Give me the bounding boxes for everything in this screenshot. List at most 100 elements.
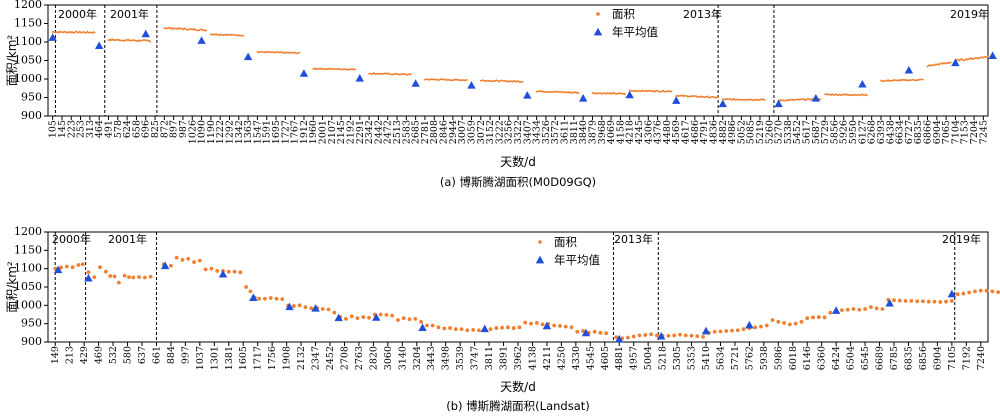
area-point: [938, 63, 941, 66]
x-tick-label: 7065: [941, 120, 952, 144]
x-tick-label: 2145: [336, 120, 347, 144]
x-tick-label: 1695: [271, 120, 282, 144]
area-point: [949, 61, 952, 64]
area-point: [122, 273, 127, 278]
y-tick-label: 1150: [14, 243, 42, 256]
annual-mean-marker: [243, 52, 253, 61]
x-tick-label: 4986: [727, 120, 738, 144]
x-tick-label: 145: [57, 120, 68, 138]
x-tick-label: 6835: [903, 346, 914, 370]
area-point: [897, 298, 902, 303]
x-tick-label: 6904: [932, 120, 943, 144]
x-tick-label: 2342: [364, 120, 375, 144]
area-point: [857, 307, 862, 312]
area-point: [242, 34, 245, 37]
x-tick-label: 4569: [671, 120, 682, 144]
area-point: [973, 289, 977, 294]
area-point: [58, 31, 60, 34]
area-point: [413, 317, 418, 321]
x-tick-label: 6785: [889, 346, 900, 370]
area-point: [938, 300, 943, 304]
x-tick-label: 3962: [513, 346, 524, 370]
x-tick-label: 1767: [290, 120, 301, 144]
x-tick-label: 3222: [494, 120, 505, 144]
x-tick-label: 4545: [585, 346, 596, 370]
annual-mean-marker: [947, 289, 957, 298]
area-point: [683, 333, 688, 338]
area-point: [874, 306, 879, 311]
annual-mean-marker: [858, 79, 867, 88]
x-tick-label: 4881: [614, 346, 625, 370]
x-tick-label: 1717: [253, 346, 264, 370]
x-tick-label: 872: [159, 120, 170, 138]
annual-mean-marker: [94, 41, 104, 50]
y-tick-label: 1200: [14, 0, 42, 11]
area-point: [500, 325, 504, 330]
x-tick-label: 5634: [715, 346, 726, 370]
x-tick-label: 5687: [811, 120, 822, 144]
area-point: [967, 290, 972, 295]
area-point: [828, 310, 833, 315]
area-point: [78, 30, 81, 33]
x-tick-label: 3059: [466, 120, 477, 144]
area-point: [73, 31, 76, 34]
x-tick-label: 2291: [355, 120, 366, 144]
area-point: [332, 310, 337, 315]
area-point: [735, 328, 740, 333]
area-point: [577, 92, 580, 95]
area-point: [85, 31, 88, 34]
area-point: [205, 29, 208, 32]
area-point: [654, 333, 659, 338]
x-tick-label: 4158: [615, 120, 626, 144]
area-point: [238, 270, 243, 275]
x-tick-label: 3572: [550, 120, 561, 144]
area-point: [523, 320, 528, 325]
area-point: [689, 333, 694, 338]
annual-mean-marker: [355, 74, 364, 82]
x-tick-label: 4245: [634, 120, 645, 144]
area-point: [759, 324, 763, 329]
x-tick-label: 1363: [243, 120, 254, 144]
area-point: [459, 327, 464, 332]
legend-mean-swatch: [535, 255, 545, 264]
y-tick-label: 1000: [14, 298, 42, 311]
x-tick-label: 3072: [476, 120, 487, 144]
area-point: [149, 40, 152, 43]
x-tick-label: 1727: [280, 120, 291, 144]
figure-caption: (b) 博斯腾湖面积(Landsat): [446, 399, 590, 413]
area-point: [453, 327, 458, 332]
area-point: [868, 305, 873, 310]
period-label: 2000年: [58, 7, 97, 21]
x-tick-label: 3204: [412, 346, 423, 370]
x-tick-label: 149: [50, 346, 61, 364]
x-tick-label: 1605: [238, 346, 249, 370]
x-tick-label: 6018: [788, 346, 799, 370]
x-tick-label: 7104: [950, 120, 961, 144]
x-tick-label: 4605: [600, 346, 611, 370]
area-point: [349, 314, 354, 319]
area-point: [819, 98, 822, 101]
period-label: 2001年: [110, 7, 149, 21]
y-axis-title: 面积/km²: [5, 35, 19, 87]
period-label: 2013年: [683, 7, 722, 21]
x-tick-label: 5986: [773, 346, 784, 370]
area-point: [232, 269, 237, 274]
area-point: [291, 304, 296, 308]
panel-a-modis: 9009501000105011001150120010514522325331…: [5, 0, 997, 189]
annual-mean-marker: [418, 323, 427, 332]
x-tick-label: 3060: [383, 346, 394, 370]
annual-mean-marker: [745, 320, 754, 329]
area-point: [592, 329, 597, 334]
x-tick-label: 2708: [339, 346, 350, 370]
annual-mean-marker: [615, 334, 624, 343]
x-tick-label: 1960: [308, 120, 319, 144]
area-point: [563, 324, 568, 329]
area-point: [137, 275, 142, 279]
area-point: [921, 78, 924, 81]
area-point: [186, 256, 191, 261]
area-point: [624, 93, 626, 96]
area-point: [670, 90, 673, 93]
x-tick-label: 491: [103, 120, 114, 138]
x-tick-label: 2442: [373, 120, 384, 144]
annual-mean-marker: [811, 94, 821, 102]
